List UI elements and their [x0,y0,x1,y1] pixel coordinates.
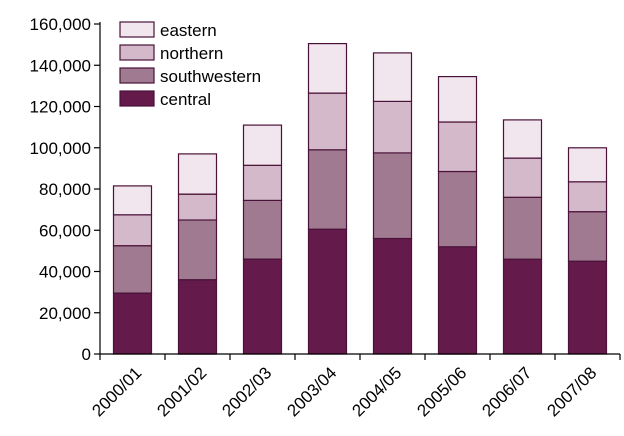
legend-label-northern: northern [160,44,223,63]
x-tick-label: 2005/06 [413,363,470,420]
bar-southwestern-2007-08 [567,211,608,262]
y-tick-label: 100,000 [30,139,91,158]
bar-eastern-2002-03 [242,124,283,166]
y-tick-label: 140,000 [30,56,91,75]
bar-eastern-2006-07 [502,119,543,159]
bar-central-2000-01 [112,292,153,355]
x-tick-label: 2000/01 [88,363,145,420]
y-tick-label: 80,000 [39,180,91,199]
legend-swatch-eastern [119,21,155,38]
bar-central-2002-03 [242,258,283,355]
bar-southwestern-2004-05 [372,152,413,240]
bar-eastern-2001-02 [177,153,218,195]
bar-central-2006-07 [502,258,543,355]
x-tick-label: 2003/04 [283,363,340,420]
x-tick-label: 2001/02 [153,363,210,420]
bar-northern-2004-05 [372,100,413,154]
x-axis: 2000/01 2001/02 2002/03 2003/04 2004/05 2005/… [88,353,621,420]
legend-swatch-central [119,90,155,107]
bar-northern-2001-02 [177,193,218,221]
bar-eastern-2005-06 [437,75,478,123]
bar-northern-2007-08 [567,181,608,213]
bar-northern-2006-07 [502,157,543,198]
bar-northern-2002-03 [242,164,283,202]
y-axis: 0 20,000 40,000 60,000 80,000 100,000 120,000 1… [30,15,101,364]
bar-central-2005-06 [437,246,478,355]
y-tick-label: 40,000 [39,263,91,282]
x-tick-label: 2004/05 [348,363,405,420]
legend-label-eastern: eastern [160,21,217,40]
legend-label-southwestern: southwestern [160,67,261,86]
legend-swatch-northern [119,44,155,61]
bar-northern-2005-06 [437,121,478,173]
bar-eastern-2003-04 [307,42,348,94]
bar-central-2003-04 [307,228,348,355]
bar-southwestern-2002-03 [242,199,283,260]
bar-northern-2003-04 [307,92,348,151]
y-tick-label: 160,000 [30,15,91,34]
bar-northern-2000-01 [112,214,153,247]
bars-layer [112,42,608,355]
x-tick-label: 2007/08 [543,363,600,420]
legend-swatch-southwestern [119,67,155,84]
y-tick-label: 20,000 [39,304,91,323]
bar-central-2004-05 [372,237,413,355]
y-tick-label: 0 [82,345,91,364]
x-tick-label: 2002/03 [218,363,275,420]
bar-southwestern-2000-01 [112,245,153,294]
legend: eastern northern southwestern central [119,21,261,109]
bar-central-2001-02 [177,279,218,355]
bar-southwestern-2006-07 [502,196,543,260]
bar-eastern-2007-08 [567,147,608,183]
bar-central-2007-08 [567,260,608,355]
bar-eastern-2000-01 [112,185,153,216]
x-tick-label: 2006/07 [478,363,535,420]
bar-eastern-2004-05 [372,52,413,103]
bar-southwestern-2003-04 [307,149,348,230]
bar-southwestern-2001-02 [177,219,218,281]
y-tick-label: 60,000 [39,221,91,240]
y-tick-label: 120,000 [30,98,91,117]
legend-label-central: central [160,90,211,109]
bar-southwestern-2005-06 [437,170,478,248]
